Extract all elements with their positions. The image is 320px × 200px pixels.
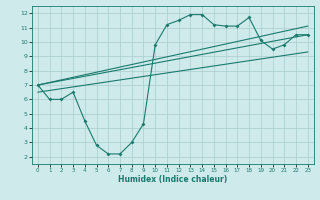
- X-axis label: Humidex (Indice chaleur): Humidex (Indice chaleur): [118, 175, 228, 184]
